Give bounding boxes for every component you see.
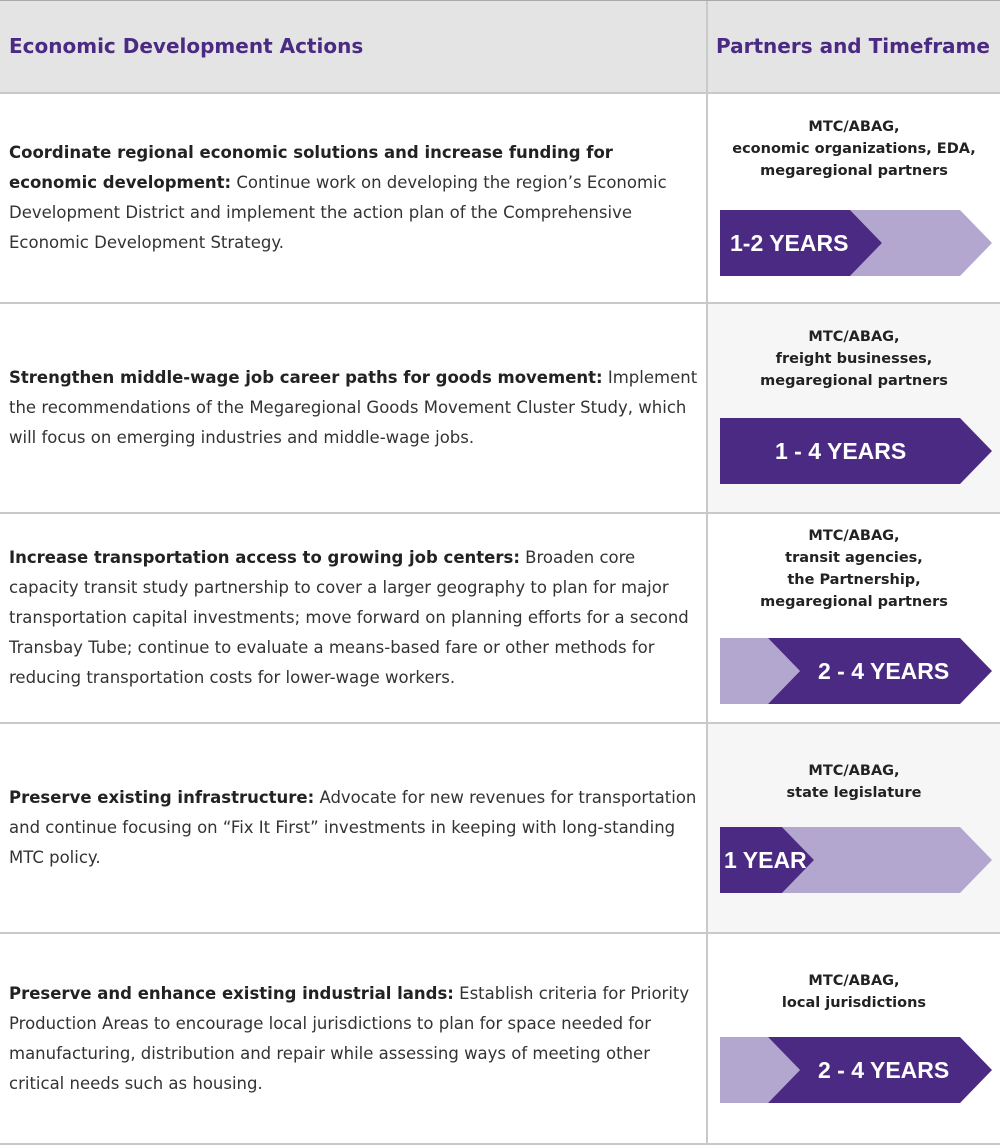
action-title: Coordinate regional economic solutions a… [9, 143, 613, 192]
partner-line: megaregional partners [760, 594, 948, 610]
partner-line: MTC/ABAG, [808, 119, 900, 135]
partner-line: MTC/ABAG, [808, 329, 900, 345]
action-text: Advocate for new revenues for transporta… [9, 788, 697, 867]
partners-list: MTC/ABAG, transit agencies, the Partners… [708, 525, 1000, 613]
action-cell: Preserve existing infrastructure: Advoca… [0, 724, 706, 932]
timeframe-arrow-graphic [720, 1037, 992, 1103]
timeframe-arrow-graphic [720, 418, 992, 484]
partners-cell: MTC/ABAG, state legislature 1 YEAR [708, 724, 1000, 932]
partners-cell: MTC/ABAG, local jurisdictions 2 - 4 YEAR… [708, 934, 1000, 1143]
timeframe-label: 2 - 4 YEARS [818, 1057, 950, 1083]
timeframe-arrow: 1-2 YEARS [720, 210, 992, 276]
action-description: Preserve existing infrastructure: Advoca… [0, 783, 706, 873]
timeframe-arrow: 2 - 4 YEARS [720, 1037, 992, 1103]
table-row: Coordinate regional economic solutions a… [0, 94, 1000, 304]
partner-line: local jurisdictions [781, 995, 927, 1011]
action-description: Strengthen middle-wage job career paths … [0, 363, 706, 453]
column-divider [706, 1, 708, 1145]
action-cell: Preserve and enhance existing industrial… [0, 934, 706, 1143]
action-cell: Coordinate regional economic solutions a… [0, 94, 706, 302]
action-title: Increase transportation access to growin… [9, 548, 520, 567]
partner-line: the Partnership, [787, 572, 921, 588]
action-title: Preserve and enhance existing industrial… [9, 983, 454, 1003]
action-title: Preserve existing infrastructure: [9, 788, 315, 807]
timeframe-arrow: 1 - 4 YEARS [720, 418, 992, 484]
timeframe-arrow-graphic [720, 638, 992, 704]
partner-line: transit agencies, [785, 550, 923, 566]
header-partners-title: Partners and Timeframe [716, 34, 990, 58]
table-row: Increase transportation access to growin… [0, 514, 1000, 724]
action-description: Increase transportation access to growin… [0, 543, 706, 693]
action-text: Broaden core capacity transit study part… [9, 548, 689, 687]
partners-list: MTC/ABAG, state legislature [708, 760, 1000, 804]
action-text: Continue work on developing the region’s… [9, 173, 667, 252]
table-row: Preserve existing infrastructure: Advoca… [0, 724, 1000, 934]
partners-cell: MTC/ABAG, transit agencies, the Partners… [708, 514, 1000, 722]
partner-line: megaregional partners [760, 163, 948, 179]
action-text: Establish criteria for Priority Producti… [9, 983, 690, 1093]
partners-list: MTC/ABAG, freight businesses, megaregion… [708, 326, 1000, 392]
timeframe-label: 1 YEAR [724, 847, 807, 873]
header-actions-title: Economic Development Actions [9, 34, 364, 58]
action-cell: Strengthen middle-wage job career paths … [0, 304, 706, 512]
action-description: Coordinate regional economic solutions a… [0, 138, 706, 258]
action-text: Implement the recommendations of the Meg… [9, 368, 698, 447]
partners-list: MTC/ABAG, economic organizations, EDA, m… [708, 116, 1000, 182]
timeframe-label: 2 - 4 YEARS [818, 658, 950, 684]
action-description: Preserve and enhance existing industrial… [0, 979, 706, 1099]
action-title: Strengthen middle-wage job career paths … [9, 368, 603, 387]
table-row: Preserve and enhance existing industrial… [0, 934, 1000, 1145]
partners-cell: MTC/ABAG, economic organizations, EDA, m… [708, 94, 1000, 302]
partner-line: MTC/ABAG, [808, 763, 900, 779]
timeframe-arrow-graphic [720, 827, 992, 893]
action-cell: Increase transportation access to growin… [0, 514, 706, 722]
table-row: Strengthen middle-wage job career paths … [0, 304, 1000, 514]
table-header: Economic Development Actions Partners an… [0, 1, 1000, 94]
partner-line: economic organizations, EDA, [732, 141, 976, 157]
partner-line: MTC/ABAG, [808, 973, 900, 989]
timeframe-arrow: 2 - 4 YEARS [720, 638, 992, 704]
partner-line: freight businesses, [775, 351, 933, 367]
timeframe-label: 1 - 4 YEARS [775, 438, 907, 464]
timeframe-arrow: 1 YEAR [720, 827, 992, 893]
partner-line: MTC/ABAG, [808, 528, 900, 544]
timeframe-label: 1-2 YEARS [730, 230, 849, 256]
partner-line: megaregional partners [760, 373, 948, 389]
partners-list: MTC/ABAG, local jurisdictions [708, 970, 1000, 1014]
timeframe-arrow-graphic [720, 210, 992, 276]
partners-cell: MTC/ABAG, freight businesses, megaregion… [708, 304, 1000, 512]
partner-line: state legislature [786, 785, 922, 801]
